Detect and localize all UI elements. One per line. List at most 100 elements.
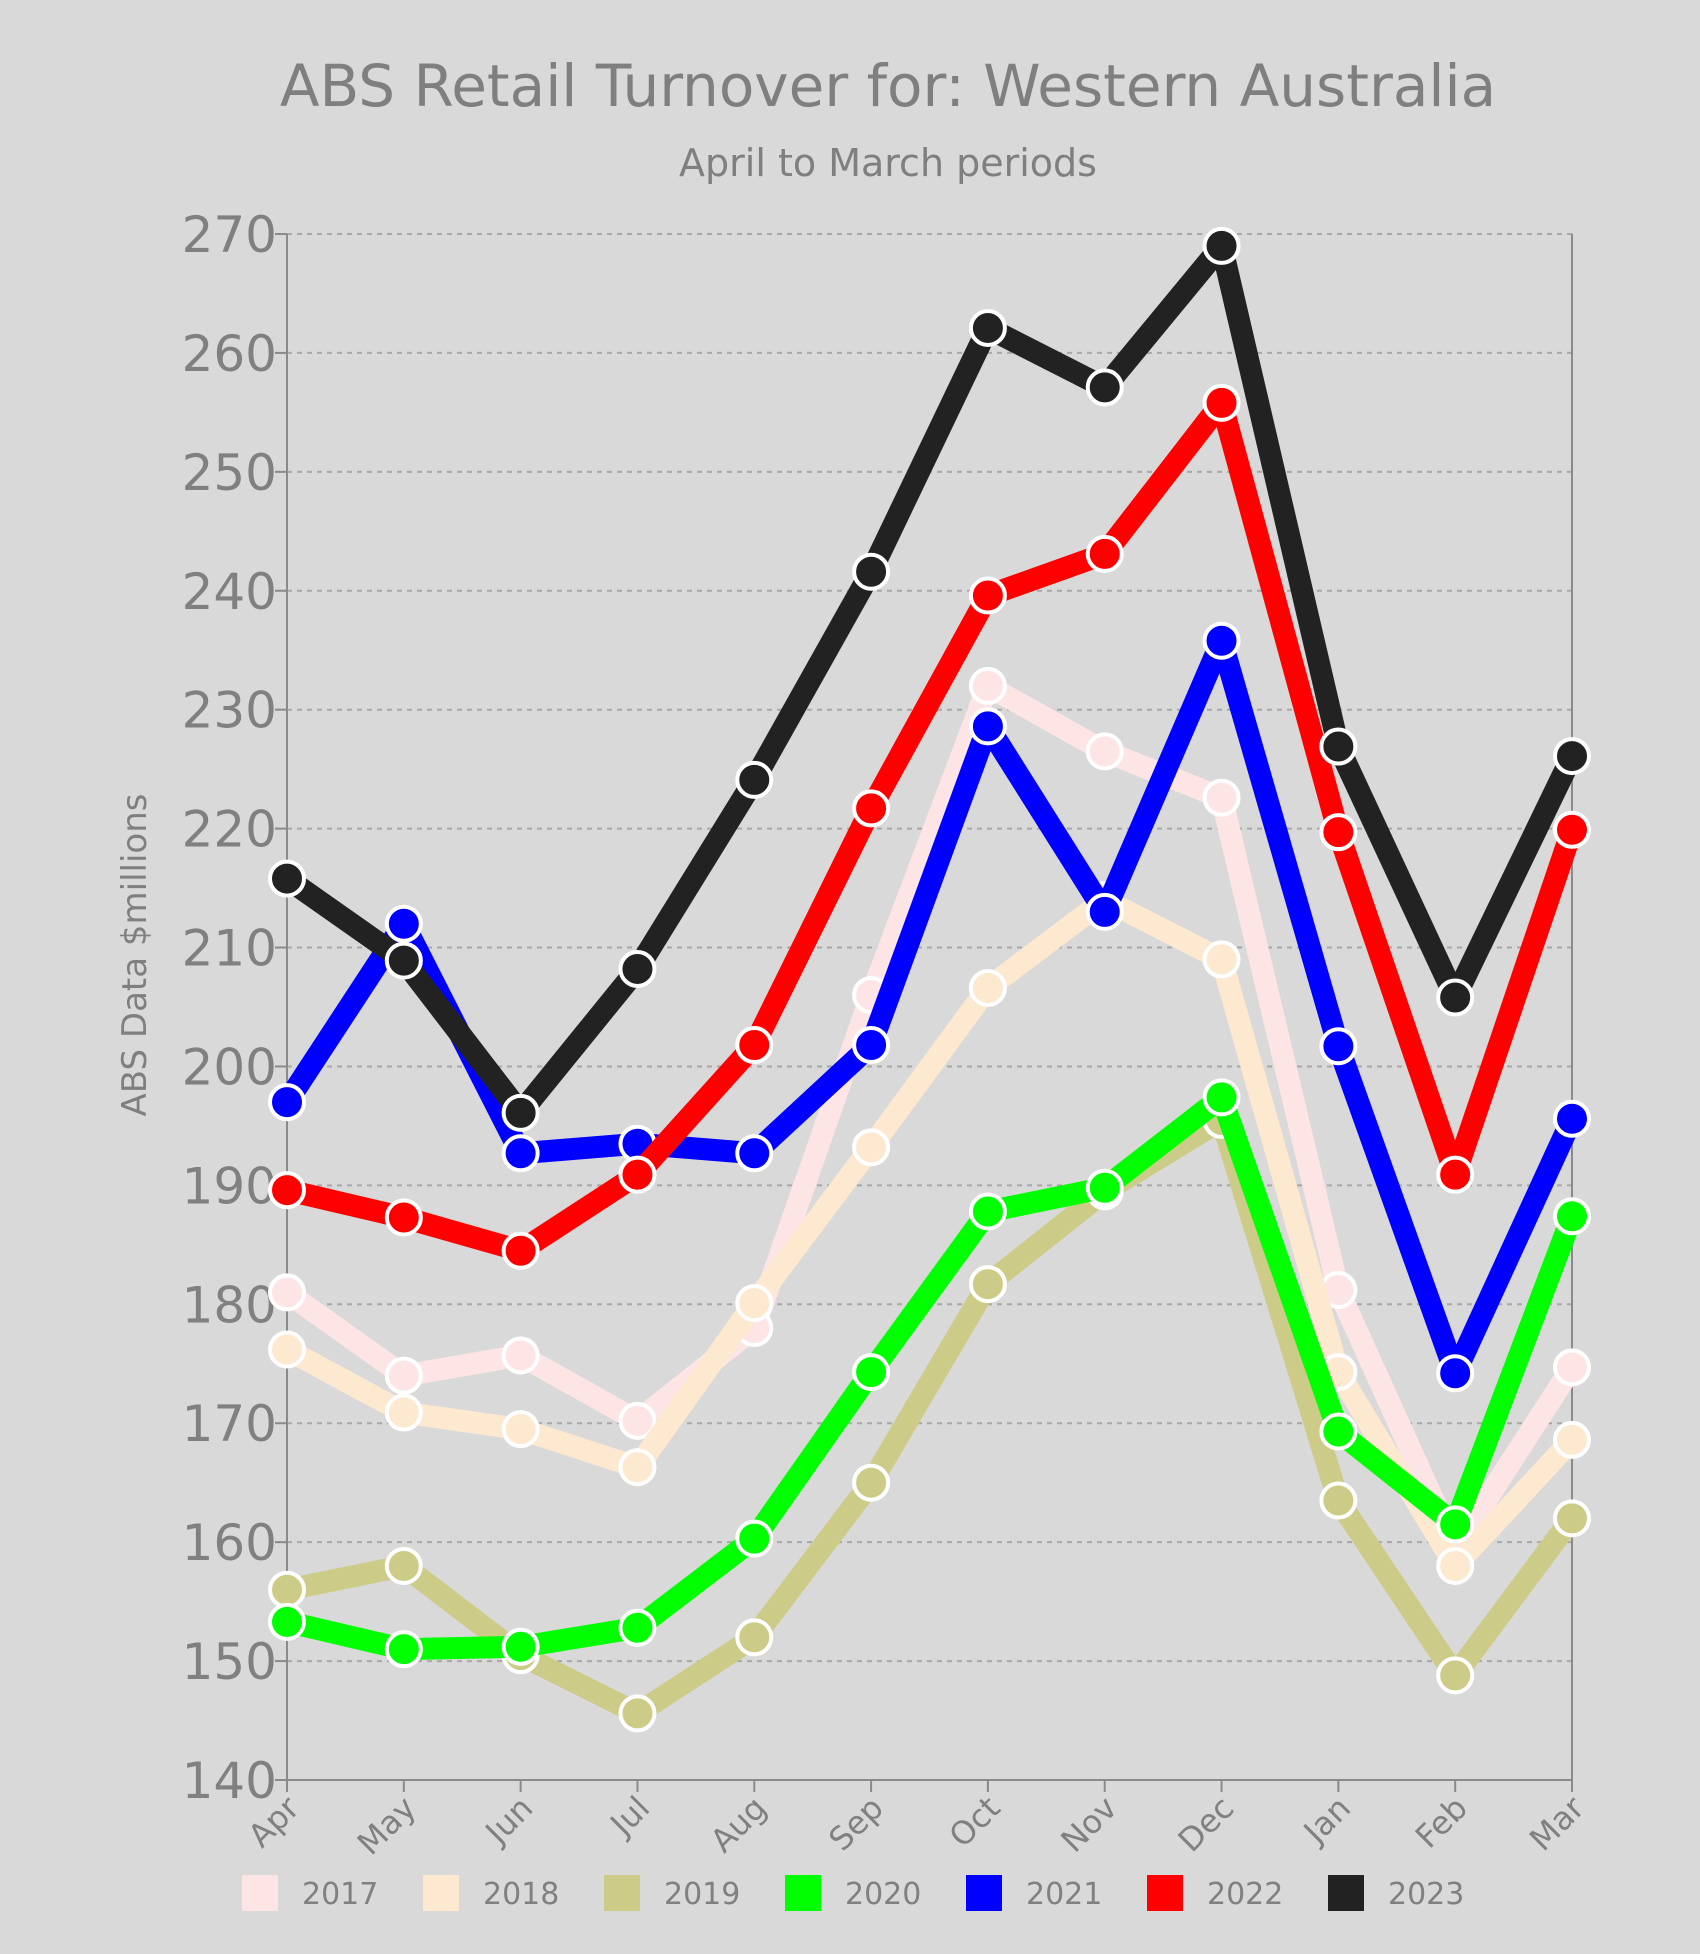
- data-point: [1436, 1546, 1475, 1585]
- series-line-2023: [276, 234, 1583, 1124]
- y-tick-label: 220: [182, 801, 277, 859]
- data-point: [501, 1134, 540, 1173]
- data-point: [1202, 226, 1241, 265]
- x-tick-label: Sep: [821, 1789, 891, 1859]
- data-point: [618, 949, 657, 988]
- series-2021: [268, 621, 1591, 1393]
- legend-label: 2017: [302, 1877, 378, 1912]
- x-tick-label: Jan: [1295, 1789, 1358, 1852]
- data-point: [384, 1198, 423, 1237]
- data-point: [1085, 534, 1124, 573]
- data-point: [1202, 940, 1241, 979]
- data-point: [1319, 727, 1358, 766]
- chart-title: ABS Retail Turnover for: Western Austral…: [280, 52, 1496, 120]
- data-point: [1319, 1481, 1358, 1520]
- data-point: [735, 760, 774, 799]
- y-tick-label: 210: [182, 920, 277, 978]
- x-tick-label: Nov: [1053, 1789, 1124, 1860]
- data-point: [735, 1519, 774, 1558]
- data-point: [1553, 1420, 1591, 1459]
- data-point: [501, 1093, 540, 1132]
- data-point: [968, 666, 1007, 705]
- legend-item-2023: 2023: [1328, 1875, 1464, 1912]
- data-point: [384, 1356, 423, 1395]
- data-point: [1085, 1168, 1124, 1207]
- data-point: [618, 1448, 657, 1487]
- y-tick-label: 250: [182, 444, 277, 502]
- data-point: [1319, 1412, 1358, 1451]
- data-point: [268, 1171, 306, 1210]
- data-point: [735, 1284, 774, 1323]
- legend-label: 2020: [845, 1877, 921, 1912]
- legend: 2017 2018 2019 2020 2021 2022 2023: [242, 1875, 1464, 1912]
- data-point: [1553, 1099, 1591, 1138]
- data-point: [968, 968, 1007, 1007]
- data-point: [852, 1463, 891, 1502]
- data-point: [618, 1155, 657, 1194]
- series-2017: [268, 666, 1591, 1568]
- data-point: [1319, 813, 1358, 852]
- data-point: [618, 1694, 657, 1733]
- data-point: [1319, 1027, 1358, 1066]
- data-point: [268, 1083, 306, 1122]
- data-point: [735, 1618, 774, 1657]
- series-2018: [268, 880, 1591, 1585]
- data-point: [268, 1602, 306, 1641]
- x-tick-label: Feb: [1408, 1789, 1475, 1856]
- legend-item-2020: 2020: [785, 1875, 921, 1912]
- data-point: [384, 941, 423, 980]
- data-point: [618, 1401, 657, 1440]
- data-point: [852, 1128, 891, 1167]
- series-line-2020: [276, 1086, 1583, 1661]
- data-point: [1553, 1197, 1591, 1236]
- y-axis-title: ABS Data $millions: [115, 794, 155, 1117]
- y-tick-label: 170: [182, 1395, 277, 1453]
- legend-label: 2019: [664, 1877, 740, 1912]
- data-point: [968, 576, 1007, 615]
- legend-swatch: [1147, 1875, 1183, 1911]
- data-point: [735, 1134, 774, 1173]
- x-tick-label: Aug: [703, 1789, 774, 1860]
- y-tick-label: 180: [182, 1276, 277, 1334]
- y-tick-label: 270: [182, 206, 277, 264]
- legend-label: 2023: [1388, 1877, 1464, 1912]
- legend-label: 2022: [1207, 1877, 1283, 1912]
- legend-swatch: [966, 1875, 1002, 1911]
- legend-swatch: [604, 1875, 640, 1911]
- legend-swatch: [242, 1875, 278, 1911]
- x-tick-label: Dec: [1171, 1789, 1242, 1860]
- series-line-2022: [276, 391, 1583, 1262]
- data-point: [384, 904, 423, 943]
- series-lines: [268, 226, 1591, 1733]
- data-point: [852, 1353, 891, 1392]
- chart-subtitle: April to March periods: [679, 141, 1097, 185]
- legend-swatch: [785, 1875, 821, 1911]
- data-point: [384, 1546, 423, 1585]
- y-tick-label: 140: [182, 1752, 277, 1810]
- x-tick-label: Jun: [477, 1789, 541, 1853]
- data-point: [852, 789, 891, 828]
- series-line-2017: [276, 674, 1583, 1560]
- data-point: [1436, 1155, 1475, 1194]
- series-2023: [268, 226, 1591, 1132]
- data-point: [501, 1627, 540, 1666]
- legend-item-2018: 2018: [423, 1875, 559, 1912]
- legend-item-2019: 2019: [604, 1875, 740, 1912]
- data-point: [268, 1330, 306, 1369]
- legend-item-2017: 2017: [242, 1875, 378, 1912]
- data-point: [735, 1026, 774, 1065]
- data-point: [1202, 383, 1241, 422]
- data-point: [268, 1273, 306, 1312]
- series-line-2021: [276, 629, 1583, 1385]
- legend-item-2022: 2022: [1147, 1875, 1283, 1912]
- data-point: [852, 552, 891, 591]
- data-point: [384, 1393, 423, 1432]
- data-point: [1553, 1348, 1591, 1387]
- data-point: [968, 1192, 1007, 1231]
- legend-item-2021: 2021: [966, 1875, 1102, 1912]
- data-point: [1553, 737, 1591, 776]
- legend-swatch: [423, 1875, 459, 1911]
- data-point: [1436, 1656, 1475, 1695]
- y-tick-label: 190: [182, 1157, 277, 1215]
